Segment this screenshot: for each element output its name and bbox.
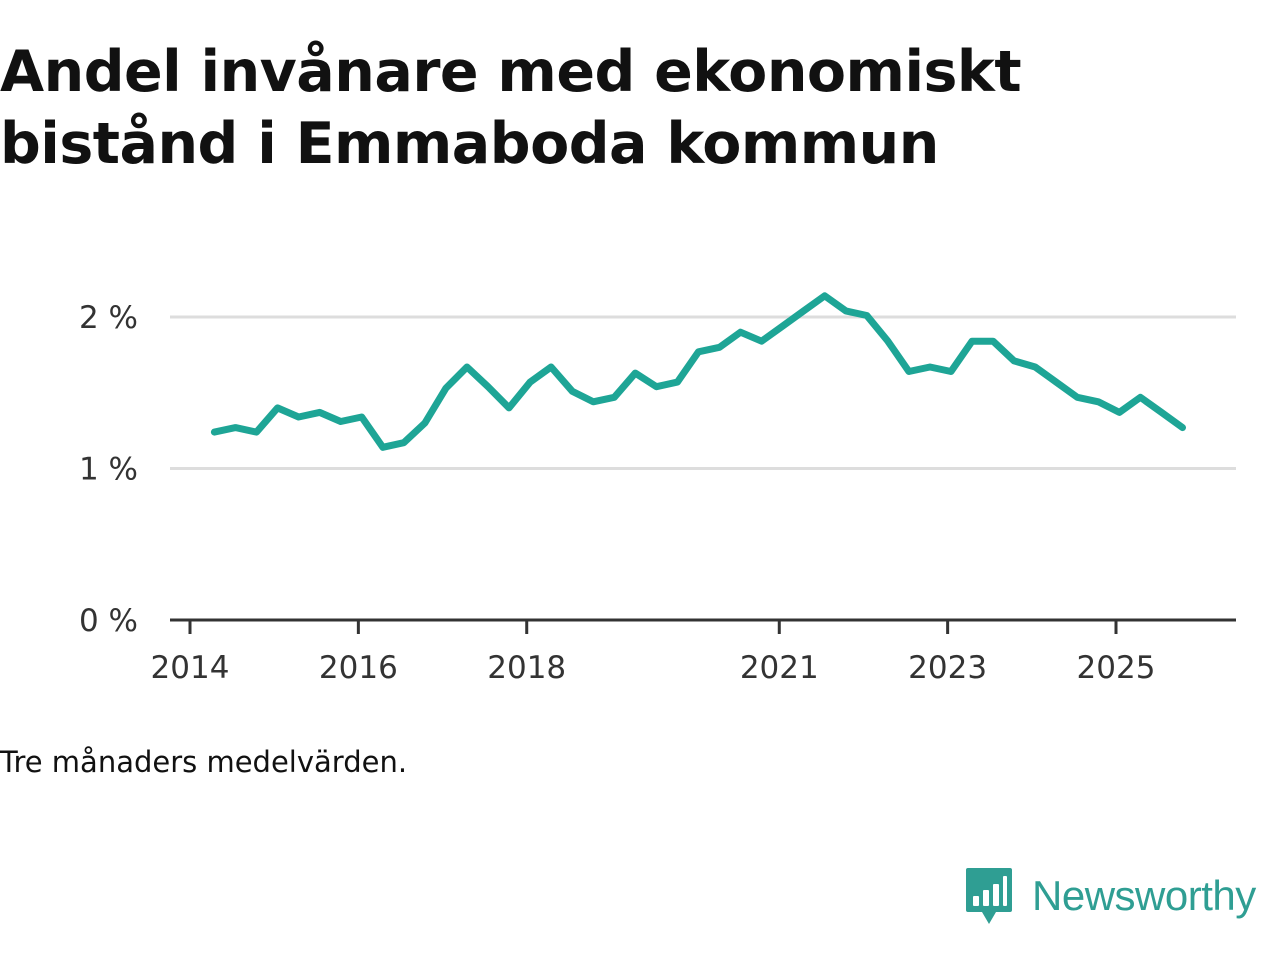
x-tick-label: 2018 bbox=[487, 650, 566, 686]
y-axis-tick-labels: 0 % 1 % 2 % bbox=[79, 300, 138, 639]
x-tick-label: 2023 bbox=[908, 650, 987, 686]
y-tick-label: 2 % bbox=[79, 300, 138, 336]
x-tick-label: 2025 bbox=[1077, 650, 1156, 686]
x-axis-ticks: 2014 2016 2018 2021 2023 2025 bbox=[151, 620, 1156, 686]
gridlines bbox=[170, 315, 1236, 470]
y-tick-label: 0 % bbox=[79, 603, 138, 639]
newsworthy-bar-chart-icon bbox=[966, 868, 1012, 924]
series-line bbox=[210, 292, 1186, 451]
brand-logo: Newsworthy bbox=[964, 866, 1256, 926]
y-tick-label: 1 % bbox=[79, 452, 138, 488]
chart-title: Andel invånare med ekonomiskt bistånd i … bbox=[0, 36, 1200, 180]
brand-name: Newsworthy bbox=[1032, 872, 1256, 919]
x-tick-label: 2021 bbox=[740, 650, 819, 686]
title-line-2: bistånd i Emmaboda kommun bbox=[0, 111, 939, 177]
chart-note: Tre månaders medelvärden. bbox=[0, 745, 408, 779]
x-tick-label: 2014 bbox=[151, 650, 230, 686]
line-chart: 0 % 1 % 2 % 2014 2016 2018 2021 2023 2025 bbox=[79, 292, 1236, 686]
x-tick-label: 2016 bbox=[319, 650, 398, 686]
title-line-1: Andel invånare med ekonomiskt bbox=[0, 39, 1022, 105]
